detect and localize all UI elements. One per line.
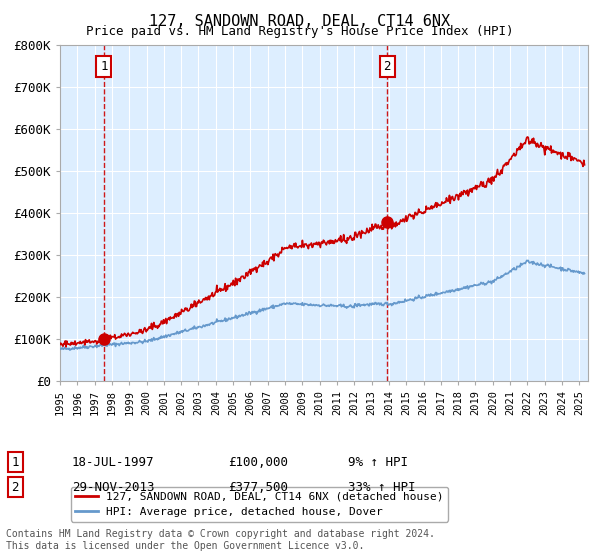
Text: £100,000: £100,000 xyxy=(228,455,288,469)
Text: 1: 1 xyxy=(11,455,19,469)
Text: Contains HM Land Registry data © Crown copyright and database right 2024.
This d: Contains HM Land Registry data © Crown c… xyxy=(6,529,435,551)
Text: 9% ↑ HPI: 9% ↑ HPI xyxy=(348,455,408,469)
Text: 2: 2 xyxy=(383,60,391,73)
Text: Price paid vs. HM Land Registry's House Price Index (HPI): Price paid vs. HM Land Registry's House … xyxy=(86,25,514,38)
Legend: 127, SANDOWN ROAD, DEAL, CT14 6NX (detached house), HPI: Average price, detached: 127, SANDOWN ROAD, DEAL, CT14 6NX (detac… xyxy=(71,487,448,521)
Text: 29-NOV-2013: 29-NOV-2013 xyxy=(72,480,155,494)
Text: £377,500: £377,500 xyxy=(228,480,288,494)
Text: 127, SANDOWN ROAD, DEAL, CT14 6NX: 127, SANDOWN ROAD, DEAL, CT14 6NX xyxy=(149,14,451,29)
Text: 18-JUL-1997: 18-JUL-1997 xyxy=(72,455,155,469)
Text: 33% ↑ HPI: 33% ↑ HPI xyxy=(348,480,415,494)
Text: 1: 1 xyxy=(100,60,108,73)
Text: 2: 2 xyxy=(11,480,19,494)
